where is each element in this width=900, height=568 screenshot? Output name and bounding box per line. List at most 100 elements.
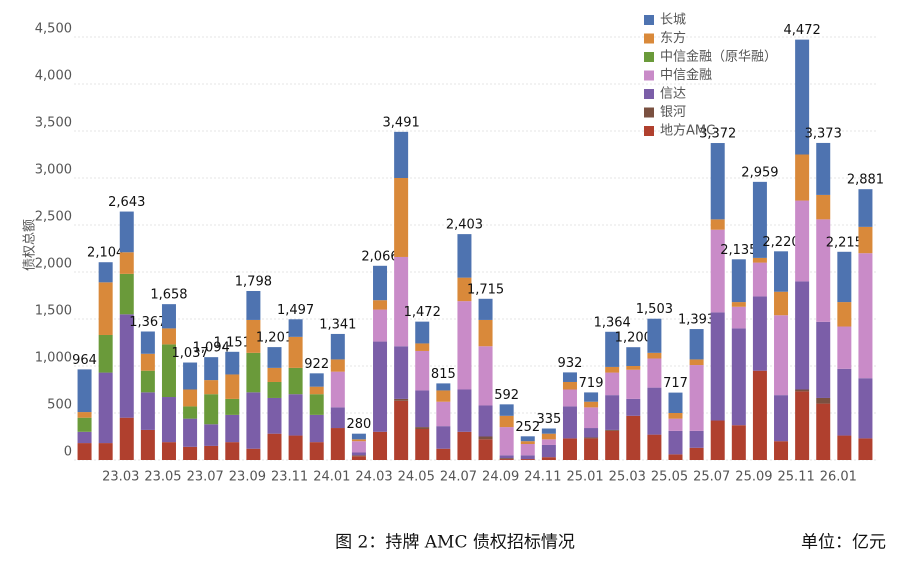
bar-segment bbox=[605, 331, 620, 367]
legend-swatch bbox=[644, 107, 654, 118]
bar-segment bbox=[584, 407, 599, 429]
legend-label: 信达 bbox=[660, 87, 686, 102]
bar-segment bbox=[351, 439, 366, 442]
bar-segment bbox=[752, 296, 767, 371]
bar-segment bbox=[119, 417, 134, 460]
bar-segment bbox=[183, 418, 198, 447]
total-label: 1,798 bbox=[235, 274, 272, 289]
bar-segment bbox=[98, 334, 113, 373]
bar-segment bbox=[183, 389, 198, 407]
bar-segment bbox=[98, 282, 113, 335]
y-tick-label: 3,500 bbox=[35, 116, 72, 131]
bar-segment bbox=[584, 428, 599, 438]
bar-segment bbox=[183, 362, 198, 390]
x-tick-label: 24.07 bbox=[440, 470, 477, 485]
total-label: 1,200 bbox=[615, 331, 652, 346]
bar-segment bbox=[584, 401, 599, 408]
bar-segment bbox=[499, 427, 514, 456]
y-tick-label: 0 bbox=[64, 445, 72, 460]
bar-segment bbox=[98, 372, 113, 444]
x-tick-label: 26.01 bbox=[820, 470, 857, 485]
bar-segment bbox=[626, 347, 641, 366]
bar-segment bbox=[119, 273, 134, 315]
x-tick-label: 23.11 bbox=[271, 470, 308, 485]
bar-segment bbox=[267, 433, 282, 460]
bar-segment bbox=[752, 181, 767, 258]
bar-segment bbox=[562, 406, 577, 439]
bar-segment bbox=[330, 428, 345, 460]
total-label: 2,403 bbox=[446, 218, 483, 233]
y-tick-label: 4,500 bbox=[35, 22, 72, 37]
bar-segment bbox=[816, 403, 831, 460]
bar-segment bbox=[837, 302, 852, 327]
total-label: 719 bbox=[579, 376, 604, 391]
bar-segment bbox=[394, 398, 409, 401]
bar-segment bbox=[119, 252, 134, 274]
caption-unit: 单位：亿元 bbox=[801, 533, 886, 553]
bar-segment bbox=[858, 189, 873, 227]
x-tick-label: 23.09 bbox=[229, 470, 266, 485]
bar-segment bbox=[858, 226, 873, 254]
bar-segment bbox=[351, 433, 366, 440]
total-label: 932 bbox=[558, 356, 583, 371]
total-label: 2,881 bbox=[847, 173, 884, 188]
total-label: 3,491 bbox=[383, 115, 420, 130]
bar-segment bbox=[204, 445, 219, 460]
bar-segment bbox=[246, 352, 261, 393]
bar-segment bbox=[689, 359, 704, 366]
bar-segment bbox=[816, 219, 831, 322]
bar-segment bbox=[752, 370, 767, 460]
bar-segment bbox=[267, 347, 282, 368]
bar-segment bbox=[710, 420, 725, 460]
bar-segment bbox=[373, 309, 388, 342]
bar-segment bbox=[584, 438, 599, 460]
legend-swatch bbox=[644, 89, 654, 99]
bar-segment bbox=[225, 374, 240, 399]
bar-segment bbox=[710, 219, 725, 230]
x-tick-label: 24.01 bbox=[313, 470, 350, 485]
x-tick-label: 24.03 bbox=[355, 470, 392, 485]
legend-label: 长城 bbox=[660, 13, 686, 28]
bar-segment bbox=[330, 359, 345, 372]
x-tick-label: 25.05 bbox=[651, 470, 688, 485]
bar-segment bbox=[373, 341, 388, 432]
bar-segment bbox=[119, 314, 134, 418]
bar-segment bbox=[140, 392, 155, 430]
bar-segment bbox=[436, 401, 451, 427]
bar-segment bbox=[668, 413, 683, 419]
total-label: 3,373 bbox=[805, 126, 842, 141]
bar-segment bbox=[795, 200, 810, 282]
total-label: 964 bbox=[72, 353, 97, 368]
bar-segment bbox=[415, 343, 430, 351]
bar-segment bbox=[373, 265, 388, 301]
total-label: 3,372 bbox=[699, 127, 736, 142]
bar-segment bbox=[267, 367, 282, 382]
bar-segment bbox=[816, 194, 831, 220]
bar-segment bbox=[225, 442, 240, 460]
bar-segment bbox=[816, 142, 831, 195]
bar-segment bbox=[499, 458, 514, 460]
caption-title: 图 2：持牌 AMC 债权招标情况 bbox=[335, 533, 575, 553]
bar-segment bbox=[647, 434, 662, 460]
total-label: 2,066 bbox=[361, 249, 398, 264]
bar-segment bbox=[837, 251, 852, 303]
legend-swatch bbox=[644, 52, 654, 62]
bar-segment bbox=[394, 256, 409, 347]
total-label: 1,503 bbox=[636, 302, 673, 317]
total-label: 1,037 bbox=[171, 346, 208, 361]
bar-segment bbox=[499, 415, 514, 428]
total-label: 922 bbox=[304, 357, 329, 372]
bar-segment bbox=[309, 414, 324, 443]
total-label: 1,094 bbox=[193, 341, 230, 356]
bar-segment bbox=[415, 321, 430, 344]
bar-segment bbox=[373, 431, 388, 460]
bar-segment bbox=[394, 400, 409, 460]
bar-segment bbox=[647, 358, 662, 388]
x-tick-label: 23.03 bbox=[102, 470, 139, 485]
total-label: 592 bbox=[494, 388, 519, 403]
legend-label: 中信金融（原华融） bbox=[660, 49, 777, 65]
bar-segment bbox=[478, 298, 493, 320]
bar-segment bbox=[351, 441, 366, 453]
bar-segment bbox=[309, 442, 324, 460]
